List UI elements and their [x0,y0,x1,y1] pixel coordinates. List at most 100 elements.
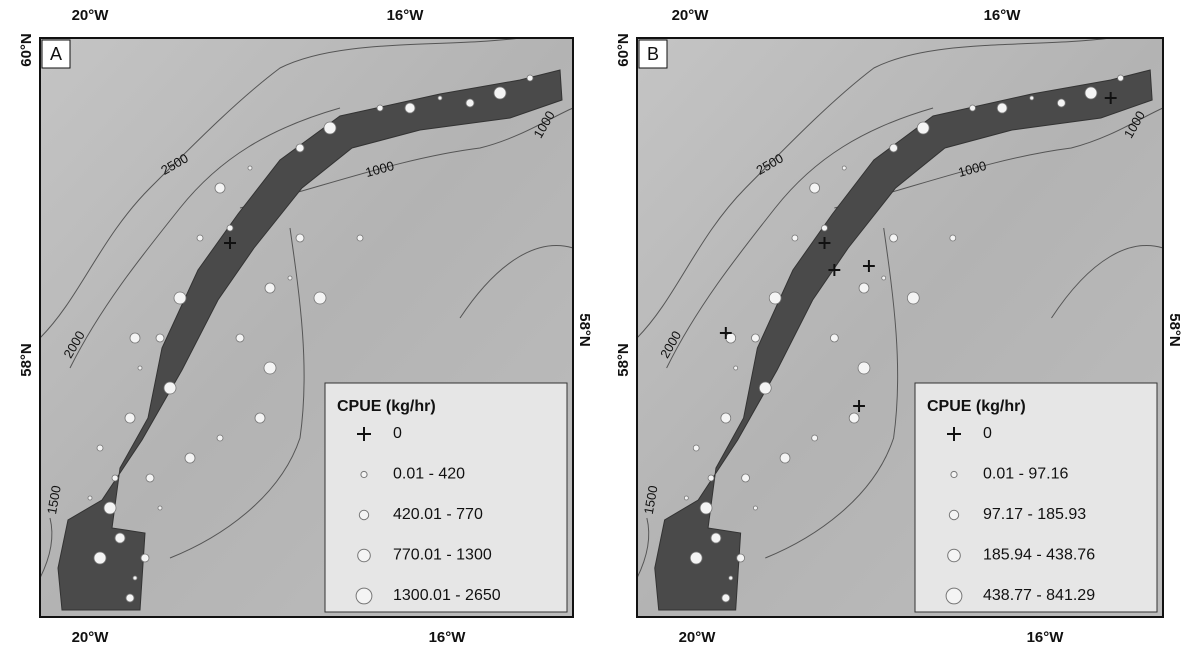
legend-entry: 0 [393,425,402,442]
catch-point [112,475,118,481]
bottom-lon-label: 16°W [429,629,467,646]
legend-symbol [359,510,368,519]
catch-point [721,413,731,423]
catch-point [769,292,781,304]
catch-point [138,366,142,370]
catch-point [130,333,140,343]
catch-point [742,474,750,482]
catch-point [255,413,265,423]
catch-point [88,496,92,500]
catch-point [792,235,798,241]
left-lat-label: 58°N [18,343,35,377]
catch-point [264,362,276,374]
figure: 25001000100020001500A20°W16°W20°W16°W60°… [0,0,1193,652]
legend-entry: 0.01 - 97.16 [983,466,1069,483]
catch-point [94,552,106,564]
catch-point [1057,99,1065,107]
catch-point [917,122,929,134]
bottom-lon-label: 20°W [72,629,110,646]
legend-box [915,383,1157,612]
catch-point [217,435,223,441]
catch-point [248,166,252,170]
catch-point [711,533,721,543]
catch-point [236,334,244,342]
catch-point [729,576,733,580]
legend-symbol [358,549,371,562]
top-lon-label: 20°W [672,7,710,24]
catch-point [158,506,162,510]
catch-point [690,552,702,564]
legend-entry: 0 [983,425,992,442]
catch-point [849,413,859,423]
catch-point [726,333,736,343]
catch-point [174,292,186,304]
catch-point [494,87,506,99]
top-lon-label: 16°W [387,7,425,24]
catch-point [133,576,137,580]
catch-point [227,225,233,231]
legend-entry: 97.17 - 185.93 [983,506,1086,523]
catch-point [357,235,363,241]
catch-point [377,105,383,111]
catch-point [693,445,699,451]
catch-point [405,103,415,113]
right-lat-label: 58°N [576,313,593,347]
legend-symbol [946,588,962,604]
catch-point [997,103,1007,113]
catch-point [882,276,886,280]
top-lon-label: 16°W [984,7,1022,24]
catch-point [104,502,116,514]
catch-point [265,283,275,293]
catch-point [859,283,869,293]
legend-title: CPUE (kg/hr) [337,398,436,415]
legend-entry: 0.01 - 420 [393,466,465,483]
catch-point [907,292,919,304]
catch-point [1085,87,1097,99]
left-lat-label: 60°N [18,33,35,67]
legend-symbol [361,471,367,477]
catch-point [288,276,292,280]
catch-point [842,166,846,170]
legend-symbol [356,588,372,604]
catch-point [890,144,898,152]
catch-point [759,382,771,394]
catch-point [890,234,898,242]
legend-entry: 438.77 - 841.29 [983,587,1095,604]
left-lat-label: 60°N [615,33,632,67]
catch-point [734,366,738,370]
catch-point [141,554,149,562]
catch-point [97,445,103,451]
catch-point [438,96,442,100]
left-lat-label: 58°N [615,343,632,377]
catch-point [970,105,976,111]
catch-point [830,334,838,342]
catch-point [527,75,533,81]
catch-point [296,234,304,242]
catch-point [164,382,176,394]
top-lon-label: 20°W [72,7,110,24]
legend-box [325,383,567,612]
legend-entry: 185.94 - 438.76 [983,547,1095,564]
catch-point [324,122,336,134]
catch-point [822,225,828,231]
catch-point [1030,96,1034,100]
catch-point [810,183,820,193]
legend-symbol [951,471,957,477]
catch-point [753,506,757,510]
catch-point [737,554,745,562]
catch-point [684,496,688,500]
right-lat-label: 58°N [1166,313,1183,347]
catch-point [125,413,135,423]
catch-point [146,474,154,482]
catch-point [812,435,818,441]
legend-title: CPUE (kg/hr) [927,398,1026,415]
catch-point [700,502,712,514]
legend-entry: 1300.01 - 2650 [393,587,501,604]
catch-point [708,475,714,481]
legend-symbol [949,510,958,519]
panel-label: A [50,44,62,64]
bottom-lon-label: 20°W [679,629,717,646]
catch-point [185,453,195,463]
